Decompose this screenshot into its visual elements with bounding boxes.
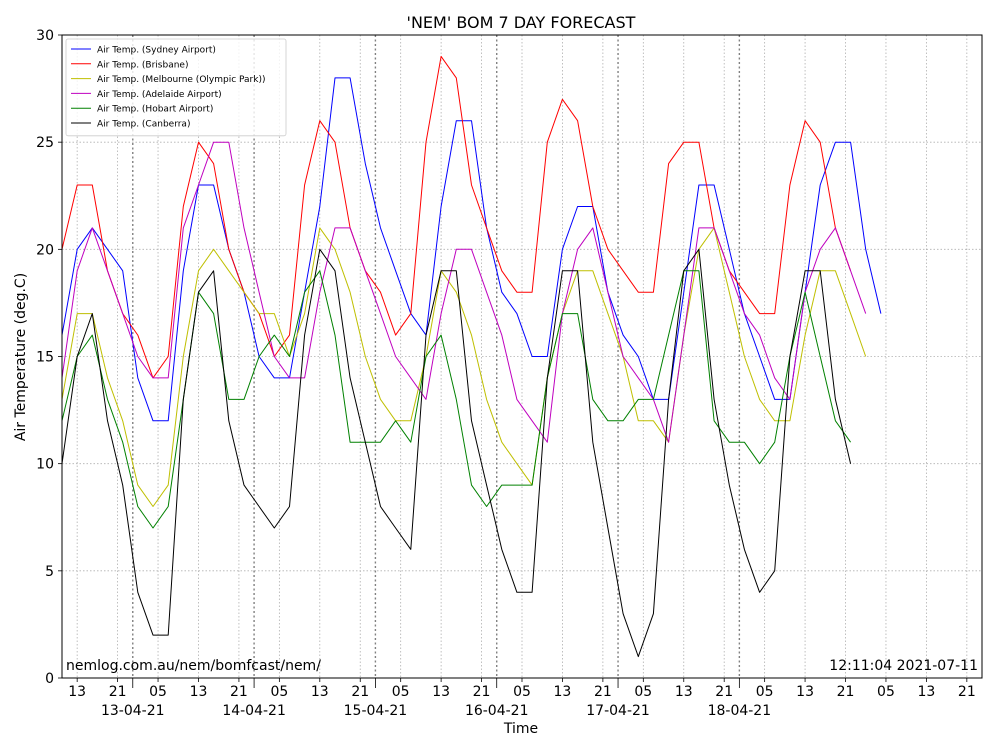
x-tick-label: 21 — [351, 684, 369, 700]
day-tick-label: 13-04-21 — [101, 703, 165, 719]
x-tick-label: 05 — [756, 684, 774, 700]
day-tick-label: 14-04-21 — [222, 703, 286, 719]
x-tick-label: 21 — [715, 684, 733, 700]
x-tick-label: 13 — [796, 684, 814, 700]
x-tick-label: 21 — [109, 684, 127, 700]
legend-label: Air Temp. (Brisbane) — [97, 60, 188, 70]
grid — [62, 34, 982, 679]
x-tick-label: 21 — [837, 684, 855, 700]
day-tick-label: 18-04-21 — [708, 703, 772, 719]
series-line — [62, 227, 867, 507]
y-tick-label: 0 — [45, 671, 54, 687]
x-axis-label: Time — [503, 721, 538, 737]
x-tick-label: 13 — [554, 684, 572, 700]
day-tick-label: 15-04-21 — [344, 703, 408, 719]
x-tick-label: 05 — [634, 684, 652, 700]
legend-label: Air Temp. (Hobart Airport) — [97, 105, 213, 115]
legend: Air Temp. (Sydney Airport) Air Temp. (Bri… — [65, 38, 287, 137]
x-tick-label: 13 — [432, 684, 450, 700]
legend-label: Air Temp. (Melbourne (Olympic Park)) — [97, 75, 266, 85]
x-tick-label: 05 — [270, 684, 288, 700]
legend-label: Air Temp. (Sydney Airport) — [97, 46, 216, 56]
x-tick-label: 21 — [594, 684, 612, 700]
chart-title: 'NEM' BOM 7 DAY FORECAST — [407, 13, 636, 32]
series-line — [62, 141, 867, 443]
legend-box — [65, 38, 287, 137]
series-lines — [62, 55, 882, 658]
day-tick-label: 16-04-21 — [465, 703, 529, 719]
x-tick-label: 13 — [917, 684, 935, 700]
y-axis-label: Air Temperature (deg.C) — [13, 273, 29, 441]
x-tick-label: 05 — [877, 684, 895, 700]
source-url: nemlog.com.au/nem/bomfcast/nem/ — [66, 658, 321, 674]
plot-frame — [61, 34, 983, 679]
x-tick-label: 05 — [513, 684, 531, 700]
x-tick-label: 05 — [392, 684, 410, 700]
x-tick-label: 13 — [311, 684, 329, 700]
x-tick-label: 13 — [675, 684, 693, 700]
x-tick-label: 05 — [149, 684, 167, 700]
y-tick-label: 25 — [36, 135, 54, 151]
y-tick-label: 15 — [36, 350, 54, 366]
x-tick-label: 21 — [230, 684, 248, 700]
day-tick-label: 17-04-21 — [586, 703, 650, 719]
series-line — [62, 248, 852, 658]
y-tick-label: 10 — [36, 457, 54, 473]
y-tick-label: 5 — [45, 564, 54, 580]
x-tick-label: 13 — [68, 684, 86, 700]
x-tick-label: 21 — [473, 684, 491, 700]
legend-label: Air Temp. (Adelaide Airport) — [97, 90, 222, 100]
x-tick-label: 21 — [958, 684, 976, 700]
timestamp: 12:11:04 2021-07-11 — [829, 658, 978, 674]
x-tick-label: 13 — [190, 684, 208, 700]
y-tick-label: 30 — [36, 28, 54, 44]
y-tick-label: 20 — [36, 242, 54, 258]
legend-label: Air Temp. (Canberra) — [97, 120, 190, 130]
